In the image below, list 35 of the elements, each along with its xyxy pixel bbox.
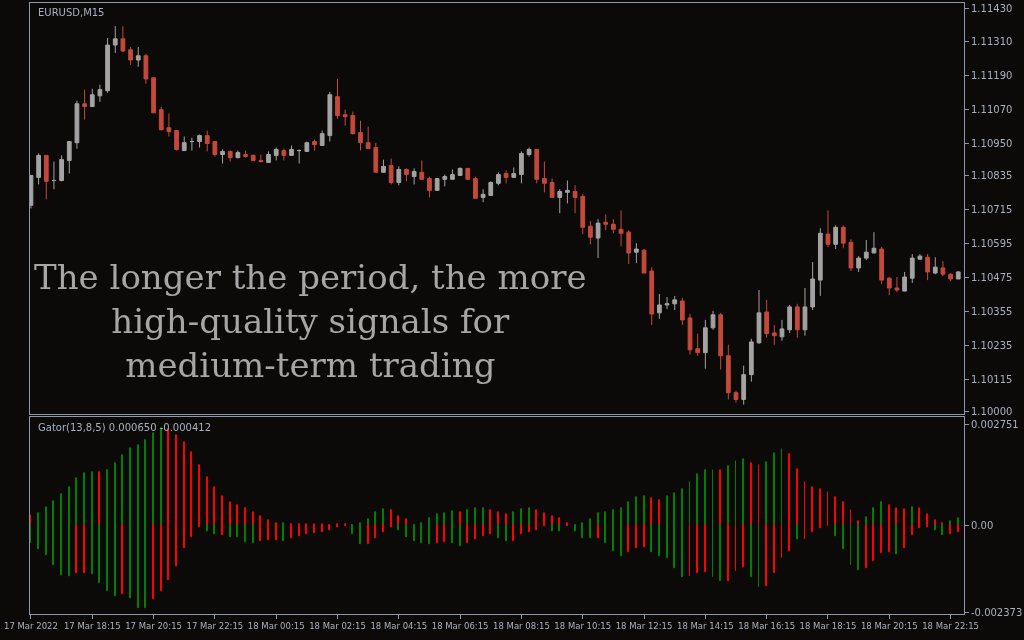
x-tick-label: 18 Mar 00:15 [247, 621, 305, 632]
x-tick-label: 18 Mar 08:15 [493, 621, 550, 632]
text: Gator(13,8,5) 0.000650 -0.000412 [38, 422, 212, 433]
x-tick-label: 18 Mar 22:15 [922, 621, 979, 632]
x-tick-label: 18 Mar 02:15 [309, 621, 366, 632]
y-tick-label: 1.10595 [971, 238, 1013, 250]
x-tick-label: 17 Mar 2022 [4, 621, 58, 632]
y-tick-label: 1.10000 [971, 406, 1013, 418]
y-tick-label: 1.10355 [971, 305, 1013, 317]
y-tick-label: 1.10115 [971, 373, 1013, 385]
y-tick-label: 1.10235 [971, 339, 1013, 351]
x-tick-label: 17 Mar 18:15 [63, 621, 121, 632]
x-tick-label: 17 Mar 22:15 [186, 621, 244, 632]
y-tick-label: 0.002751 [971, 418, 1019, 430]
y-tick-label: 1.11070 [971, 104, 1013, 116]
x-tick-label: 18 Mar 04:15 [370, 621, 428, 632]
y-tick-label: 1.10950 [971, 138, 1013, 150]
chart-title: EURUSD,M15 [38, 7, 105, 18]
y-tick-label: 1.10835 [971, 170, 1013, 182]
y-tick-label: 1.10475 [971, 272, 1013, 284]
x-tick-label: 18 Mar 10:15 [554, 621, 612, 632]
x-tick-label: 17 Mar 20:15 [125, 621, 182, 632]
x-tick-label: 18 Mar 16:15 [738, 621, 796, 632]
y-tick-label: 0.00 [971, 519, 994, 531]
y-tick-label: 1.10715 [971, 204, 1013, 216]
x-tick-label: 18 Mar 20:15 [860, 621, 918, 632]
annotation: The longer the period, the more high-quality signals for medium-term trading [34, 257, 587, 386]
y-tick-label: -0.002373 [971, 606, 1023, 618]
x-tick-label: 18 Mar 06:15 [431, 621, 489, 632]
x-tick-label: 18 Mar 14:15 [676, 621, 734, 632]
x-tick-label: 18 Mar 18:15 [799, 621, 857, 632]
y-tick-label: 1.11310 [971, 36, 1013, 48]
y-tick-label: 1.11190 [971, 70, 1013, 82]
y-tick-label: 1.11430 [971, 2, 1013, 14]
x-tick-label: 18 Mar 12:15 [615, 621, 673, 632]
